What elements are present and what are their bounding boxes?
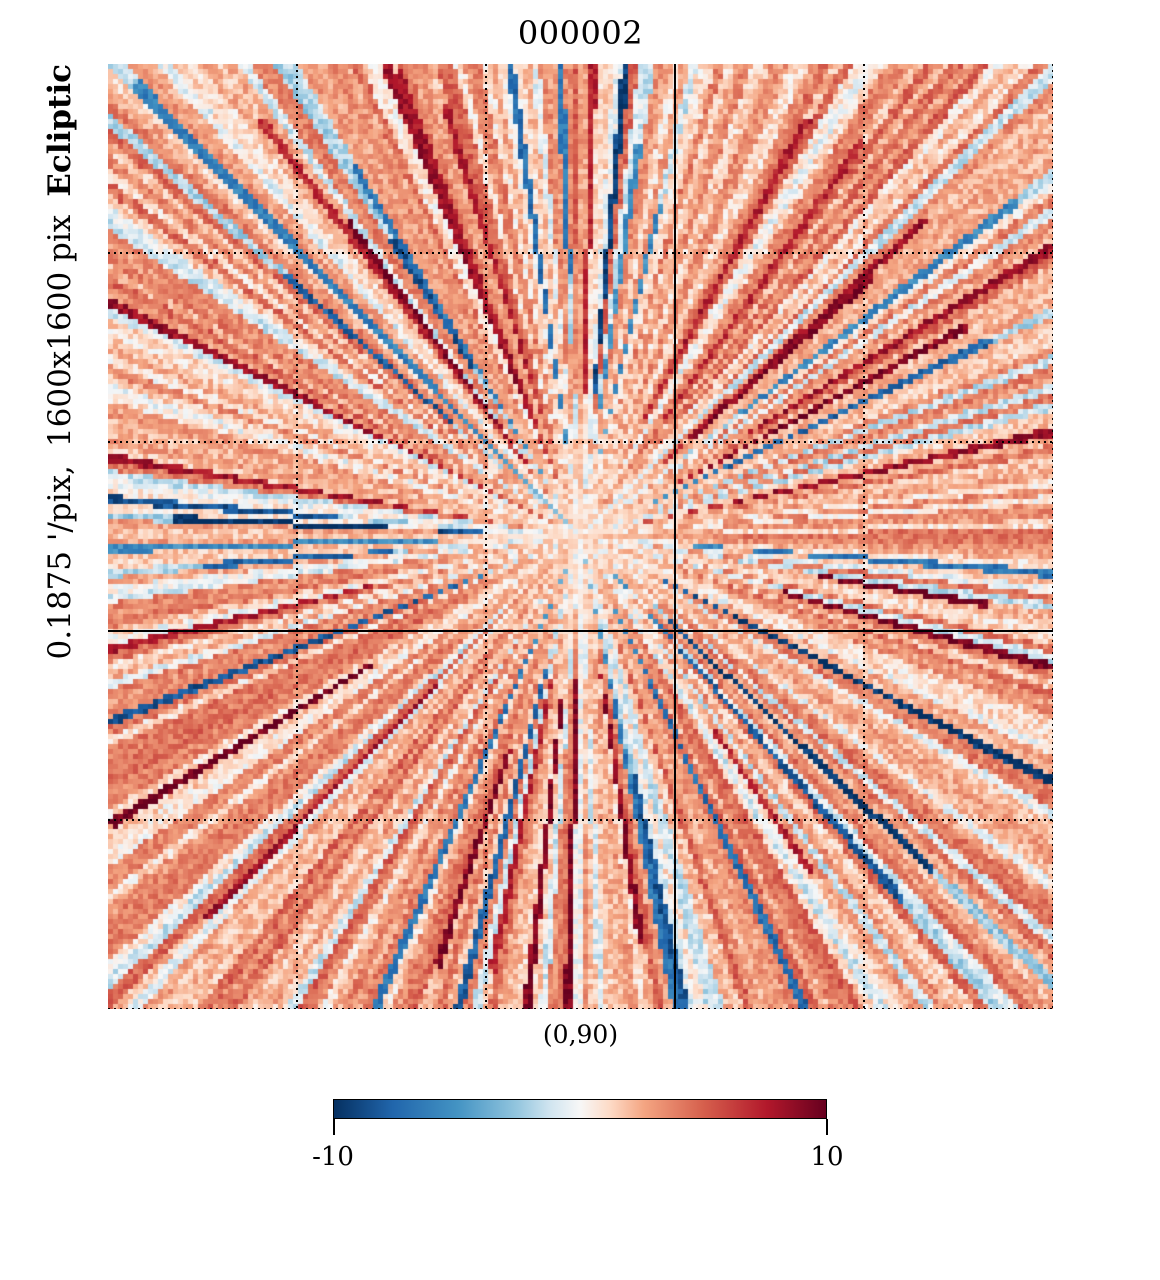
colorbar-max-label: 10	[810, 1142, 844, 1172]
chart-title: 000002	[517, 14, 644, 52]
colorbar-tick-min	[333, 1119, 335, 1135]
colorbar	[333, 1099, 827, 1119]
ylabel-resolution: 0.1875 '/pix,	[42, 465, 78, 660]
colorbar-min-label: -10	[312, 1142, 354, 1172]
heatmap-canvas	[108, 64, 1053, 1009]
ylabel-size: 1600x1600 pix	[42, 214, 78, 448]
graticule-overlay	[108, 64, 1053, 1009]
center-coordinate-label: (0,90)	[542, 1020, 619, 1049]
ylabel-coordsys: Ecliptic	[42, 64, 78, 197]
colorbar-tick-max	[826, 1119, 828, 1135]
y-axis-label: 0.1875 '/pix, 1600x1600 pix Ecliptic	[38, 64, 82, 1009]
